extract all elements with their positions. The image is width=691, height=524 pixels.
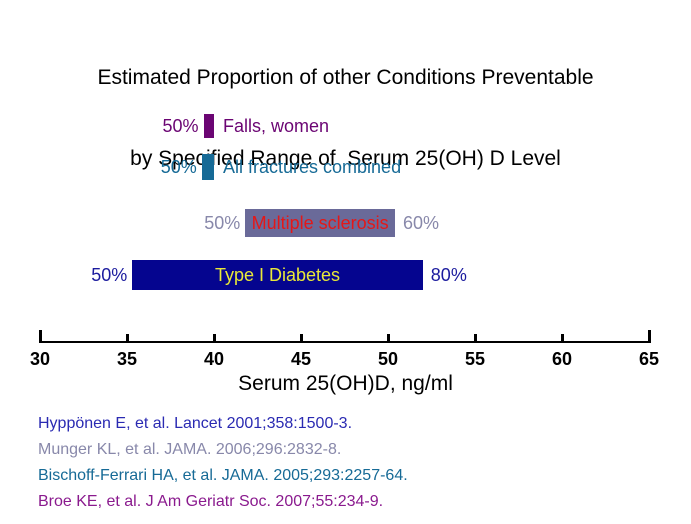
chart-title: Estimated Proportion of other Conditions… xyxy=(0,10,691,226)
bar-row-falls-women: 50% Falls, women xyxy=(0,114,691,138)
multiple-sclerosis-label: Multiple sclerosis xyxy=(251,212,389,233)
tick-mark xyxy=(125,334,129,341)
chart-title-line2: by Specified Range of Serum 25(OH) D Lev… xyxy=(130,147,561,170)
tick-label-45: 45 xyxy=(290,349,312,369)
falls-women-label: Falls, women xyxy=(223,115,330,136)
tick-label-65: 65 xyxy=(638,349,660,369)
x-axis-line xyxy=(39,341,651,343)
all-fractures-bar xyxy=(201,154,214,180)
tick-mark xyxy=(299,334,303,341)
tick-label-60: 60 xyxy=(551,349,573,369)
diabetes-left-percent-label: 50% xyxy=(91,264,128,285)
citation-hypponen: Hyppönen E, et al. Lancet 2001;358:1500-… xyxy=(38,415,353,432)
ms-right-percent-label: 60% xyxy=(402,212,439,233)
tick-label-50: 50 xyxy=(377,349,399,369)
tick-mark xyxy=(212,334,216,341)
tick-mark xyxy=(386,334,390,341)
tick-mark xyxy=(473,334,477,341)
citation-bischoff-ferrari: Bischoff-Ferrari HA, et al. JAMA. 2005;2… xyxy=(38,467,408,484)
tick-mark xyxy=(38,330,42,341)
type1-diabetes-label: Type I Diabetes xyxy=(214,264,341,285)
all-fractures-label: All fractures combined xyxy=(223,156,402,177)
bar-row-multiple-sclerosis: 50% Multiple sclerosis 60% xyxy=(0,209,691,237)
fractures-left-percent-label: 50% xyxy=(160,156,197,177)
tick-label-30: 30 xyxy=(29,349,51,369)
falls-women-bar xyxy=(203,114,214,138)
x-axis-title: Serum 25(OH)D, ng/ml xyxy=(238,372,453,395)
bar-row-all-fractures: 50% All fractures combined xyxy=(0,154,691,180)
bar-row-type1-diabetes: 50% Type I Diabetes 80% xyxy=(0,260,691,290)
citation-broe: Broe KE, et al. J Am Geriatr Soc. 2007;5… xyxy=(38,493,384,510)
falls-left-percent-label: 50% xyxy=(162,115,199,136)
tick-label-55: 55 xyxy=(464,349,486,369)
ms-left-percent-label: 50% xyxy=(204,212,241,233)
multiple-sclerosis-bar: Multiple sclerosis xyxy=(245,209,395,237)
tick-label-40: 40 xyxy=(203,349,225,369)
type1-diabetes-bar: Type I Diabetes xyxy=(132,260,423,290)
citation-munger: Munger KL, et al. JAMA. 2006;296:2832-8. xyxy=(38,441,342,458)
chart-title-line1: Estimated Proportion of other Conditions… xyxy=(97,66,594,89)
tick-mark xyxy=(647,330,651,341)
tick-label-35: 35 xyxy=(116,349,138,369)
diabetes-right-percent-label: 80% xyxy=(430,264,467,285)
tick-mark xyxy=(560,334,564,341)
